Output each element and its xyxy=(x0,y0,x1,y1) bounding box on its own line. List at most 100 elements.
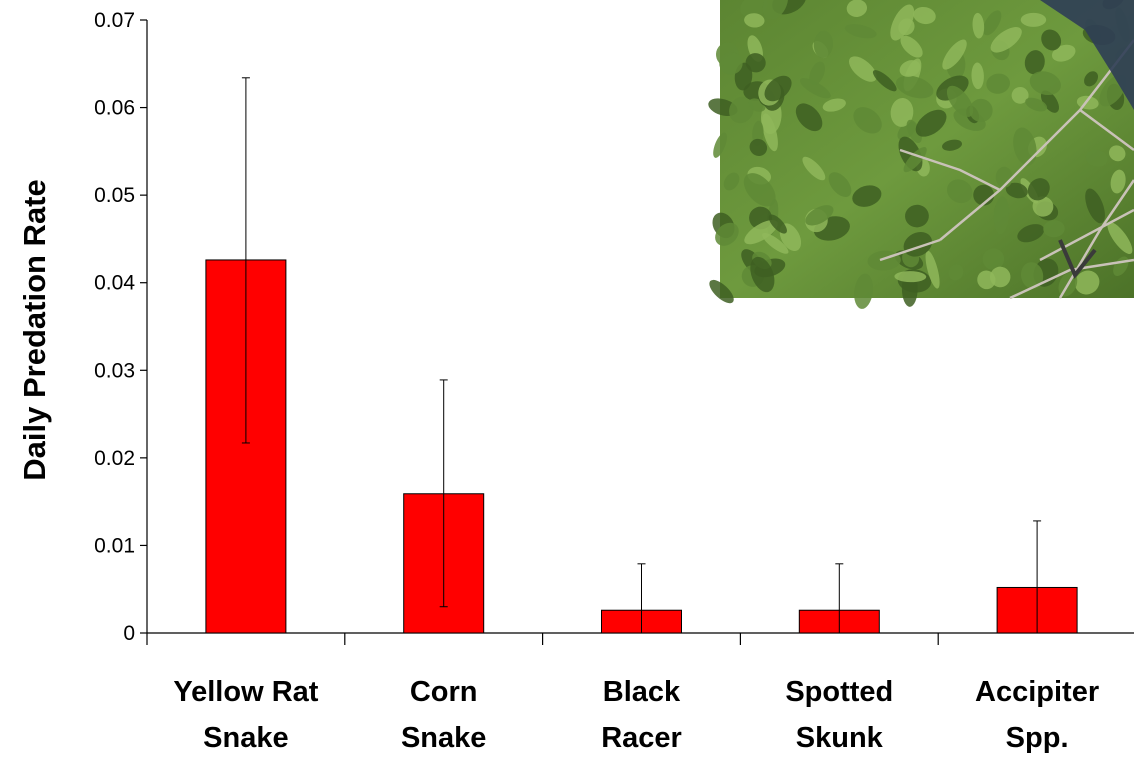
leaf-shape xyxy=(1107,222,1133,254)
leaf-shape xyxy=(846,0,868,17)
leaf-shape xyxy=(1085,149,1108,167)
leaf-shape xyxy=(969,98,993,123)
leaf-shape xyxy=(900,35,923,58)
x-tick-label: Accipiter xyxy=(975,676,1099,708)
leaf-shape xyxy=(1013,127,1037,166)
leaf-shape xyxy=(990,27,1022,53)
x-tick-label: Racer xyxy=(601,722,682,754)
leaf-shape xyxy=(1110,169,1126,194)
leaf-shape xyxy=(729,96,754,124)
leaf-shape xyxy=(1017,224,1045,243)
leaf-shape xyxy=(890,4,915,41)
leaf-shape xyxy=(1074,270,1100,295)
x-axis-labels: Yellow Rat Snake Corn Snake Black Racer Spotte… xyxy=(173,676,1099,754)
leaf-shape xyxy=(1085,188,1105,224)
leaf-shape xyxy=(852,185,882,207)
leaf-shape xyxy=(749,138,768,157)
leaf-shape xyxy=(1027,178,1050,201)
leaf-shape xyxy=(1024,50,1045,75)
y-tick-label: 0.02 xyxy=(94,447,135,470)
leaf-shape xyxy=(915,109,947,137)
leaf-shape xyxy=(1025,97,1048,112)
leaf-shape xyxy=(899,60,921,77)
leaf-shape xyxy=(905,204,929,228)
leaf-shape xyxy=(1005,182,1028,199)
leaf-shape xyxy=(903,147,927,173)
y-tick-label: 0.05 xyxy=(94,184,135,207)
error-bars xyxy=(241,77,1042,633)
leaf-shape xyxy=(802,156,826,181)
y-tick-label: 0.01 xyxy=(94,534,135,557)
leaf-shape xyxy=(895,75,934,99)
leaf-shape xyxy=(799,78,831,99)
leaf-shape xyxy=(971,62,984,90)
leaf-shape xyxy=(894,271,927,283)
leaf-shape xyxy=(972,12,985,39)
leaf-shape xyxy=(740,0,768,18)
leaf-shape xyxy=(872,70,897,92)
leaf-shape xyxy=(982,10,1002,36)
leaf-shape xyxy=(925,250,940,289)
leaf-shape xyxy=(1020,262,1044,289)
inset-photo xyxy=(708,0,1134,309)
leaf-shape xyxy=(1020,12,1047,27)
leaf-shape xyxy=(906,119,922,144)
leaf-shape xyxy=(946,85,974,117)
bird-icon xyxy=(1040,0,1134,110)
leaf-shape xyxy=(982,248,1005,270)
leaf-shape xyxy=(764,75,792,102)
leaf-shape xyxy=(947,179,973,204)
leaf-shape xyxy=(813,30,834,59)
leaf-shape xyxy=(762,0,788,20)
leaf-shape xyxy=(1029,71,1061,96)
leaf-shape xyxy=(1051,44,1076,62)
leaf-shape xyxy=(723,172,740,191)
leaf-shape xyxy=(1043,220,1065,238)
leaf-shape xyxy=(822,98,846,112)
x-tick-label: Skunk xyxy=(796,722,884,754)
leaf-shape xyxy=(719,52,743,75)
leaf-shape xyxy=(750,256,775,293)
y-tick-label: 0.03 xyxy=(94,359,135,382)
leaf-shape xyxy=(942,39,967,70)
y-axis-title: Daily Predation Rate xyxy=(17,179,52,480)
y-tick-label: 0 xyxy=(123,622,135,645)
leaf-shape xyxy=(1041,29,1062,51)
x-tick-label: Snake xyxy=(203,722,288,754)
x-tick-label: Spp. xyxy=(1006,722,1069,754)
x-tick-label: Snake xyxy=(401,722,486,754)
y-tick-label: 0.07 xyxy=(94,9,135,32)
leaf-shape xyxy=(709,279,734,304)
x-tick-label: Corn xyxy=(410,676,478,708)
y-tick-label: 0.06 xyxy=(94,97,135,120)
leaf-shape xyxy=(1040,90,1059,113)
leaf-shape xyxy=(795,103,823,132)
leaf-shape xyxy=(1032,196,1054,217)
leaf-shape xyxy=(948,264,964,281)
leaf-shape xyxy=(986,73,1011,94)
leaf-shape xyxy=(809,61,825,86)
leaf-shape xyxy=(890,97,914,127)
leaf-shape xyxy=(913,6,936,25)
leaf-shape xyxy=(942,139,962,151)
leaf-shape xyxy=(828,172,852,197)
leaf-shape xyxy=(853,107,882,134)
leaf-shape xyxy=(844,24,877,39)
y-axis-ticks: 0 0.01 0.02 0.03 0.04 0.05 0.06 0.07 xyxy=(94,9,147,645)
leaf-shape xyxy=(744,220,778,245)
leaf-shape xyxy=(849,56,877,82)
leaf-shape xyxy=(805,205,834,226)
x-tick-label: Spotted xyxy=(785,676,893,708)
leaf-shape xyxy=(768,214,787,234)
leaf-shape xyxy=(1011,86,1029,104)
leaf-shape xyxy=(715,222,739,246)
leaf-shape xyxy=(743,173,776,207)
leaf-shape xyxy=(762,232,789,254)
y-tick-label: 0.04 xyxy=(94,272,135,295)
leaf-shape xyxy=(993,196,1009,235)
leaf-shape xyxy=(1109,145,1126,162)
leaf-shape xyxy=(713,132,727,158)
x-tick-label: Black xyxy=(603,676,681,708)
x-tick-label: Yellow Rat xyxy=(173,676,318,708)
